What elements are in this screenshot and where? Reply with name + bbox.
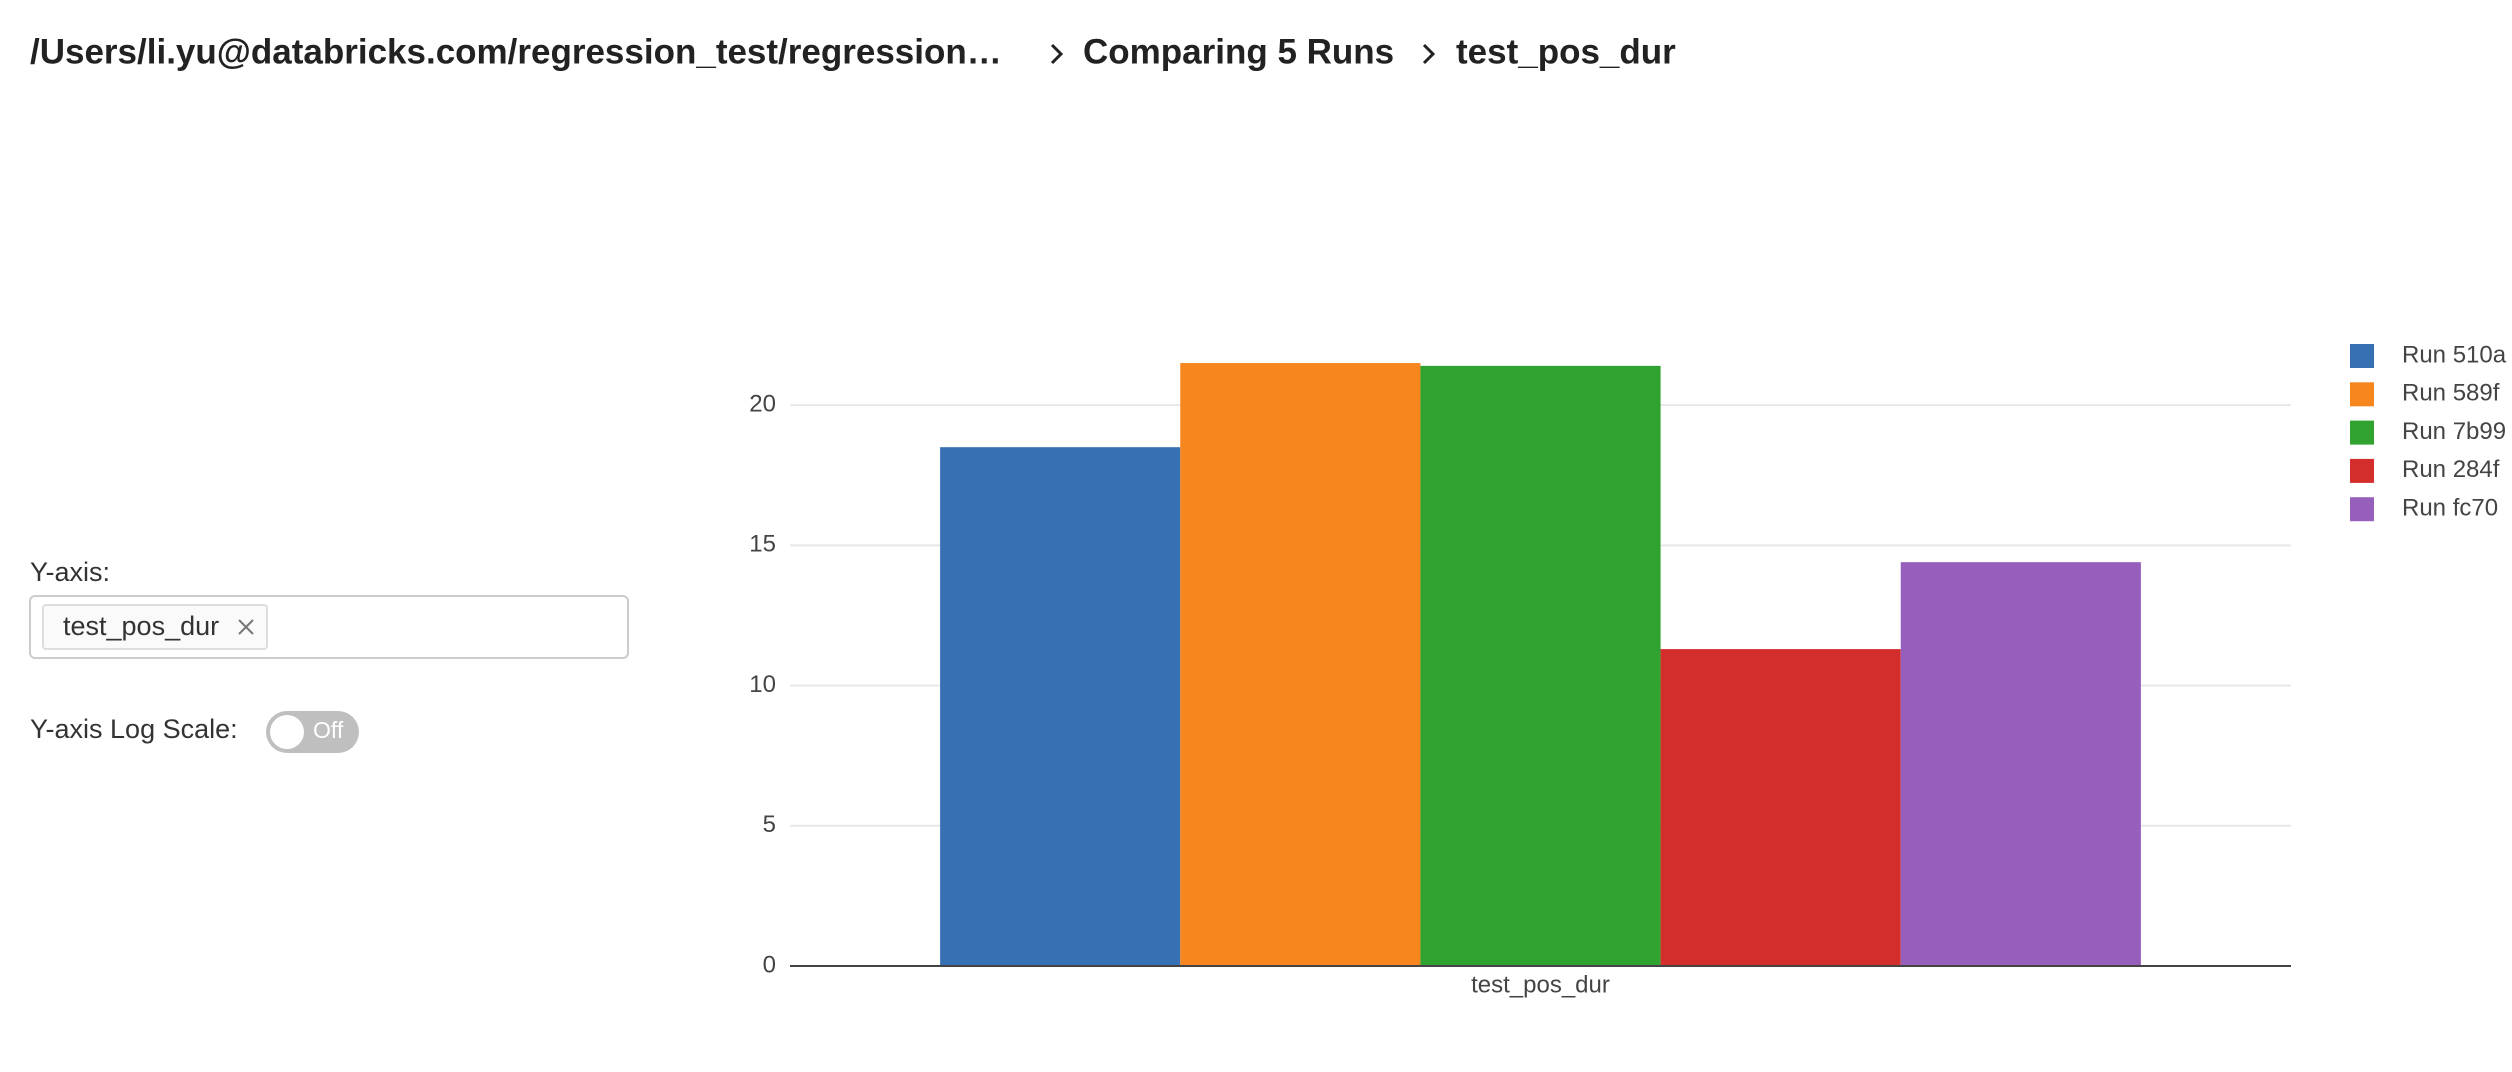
toggle-state: Off	[313, 717, 344, 743]
y-axis-label: Y-axis:	[30, 557, 110, 587]
legend-swatch	[2350, 344, 2374, 368]
toggle-knob	[270, 715, 304, 749]
bar	[1420, 365, 1661, 966]
chevron	[1422, 43, 1436, 65]
legend-label[interactable]: Run fc70	[2402, 495, 2498, 522]
x-tick-label: test_pos_dur	[1471, 971, 1610, 998]
breadcrumb-item[interactable]: Comparing 5 Runs	[1083, 32, 1394, 71]
bar	[1660, 649, 1901, 966]
chevron	[1050, 43, 1064, 65]
y-tick-label: 5	[763, 811, 776, 838]
legend-swatch	[2350, 420, 2374, 445]
y-tick-label: 20	[749, 390, 776, 417]
legend-label[interactable]: Run 589f	[2402, 380, 2500, 407]
legend-label[interactable]: Run 284f	[2402, 456, 2500, 483]
bar	[1180, 363, 1421, 966]
log-scale-label: Y-axis Log Scale:	[30, 714, 238, 744]
chip-remove[interactable]	[238, 619, 254, 635]
bar	[940, 447, 1181, 967]
y-tick-label: 0	[763, 951, 776, 978]
legend-label[interactable]: Run 510a	[2402, 341, 2507, 368]
selected-chip	[42, 604, 268, 650]
y-tick-label: 15	[749, 531, 776, 558]
bar	[1900, 562, 2141, 966]
y-tick-label: 10	[749, 671, 776, 698]
legend-swatch	[2350, 458, 2374, 483]
chip-label: test_pos_dur	[63, 611, 219, 641]
breadcrumb-item: test_pos_dur	[1456, 32, 1676, 71]
legend-swatch	[2350, 497, 2374, 522]
legend-label[interactable]: Run 7b99	[2402, 418, 2506, 445]
legend-swatch	[2350, 382, 2374, 407]
breadcrumb-item[interactable]: /Users/li.yu@databricks.com/regression_t…	[30, 32, 1002, 71]
